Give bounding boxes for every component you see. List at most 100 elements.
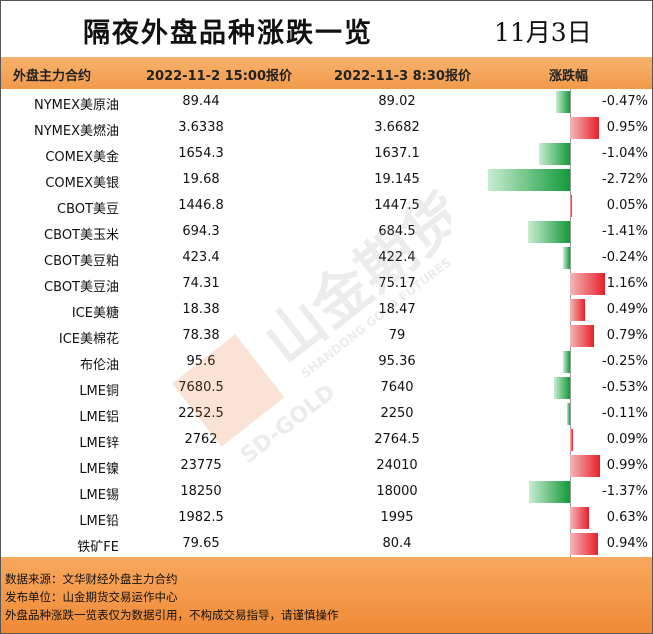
curr-price: 80.4 bbox=[382, 536, 412, 551]
footer-disclaimer: 外盘品种涨跌一览表仅为数据引用，不构成交易指导，请谨慎操作 bbox=[5, 608, 339, 622]
footer-source: 数据来源：文华财经外盘主力合约 bbox=[5, 572, 178, 586]
table-row: LME锌 2762 2764.5 0.09% bbox=[1, 427, 652, 453]
table-row: LME铝 2252.5 2250 -0.11% bbox=[1, 401, 652, 427]
contract-name: CBOT美豆粕 bbox=[44, 254, 119, 269]
change-percent: -1.04% bbox=[602, 146, 648, 161]
prev-price: 2762 bbox=[184, 432, 218, 447]
curr-price: 24010 bbox=[376, 458, 418, 473]
table-row: ICE美糖 18.38 18.47 0.49% bbox=[1, 297, 652, 323]
contract-name: LME铝 bbox=[79, 410, 119, 425]
table-row: COMEX美银 19.68 19.145 -2.72% bbox=[1, 167, 652, 193]
change-bar-down bbox=[527, 221, 570, 243]
contract-name: CBOT美豆油 bbox=[44, 280, 119, 295]
column-header-prev-price: 2022-11-2 15:00报价 bbox=[146, 69, 293, 84]
page-title: 隔夜外盘品种涨跌一览 bbox=[83, 18, 373, 49]
table-row: CBOT美豆 1446.8 1447.5 0.05% bbox=[1, 193, 652, 219]
curr-price: 19.145 bbox=[374, 172, 420, 187]
change-percent: -1.37% bbox=[602, 484, 648, 499]
curr-price: 95.36 bbox=[378, 354, 416, 369]
table-row: 铁矿FE 79.65 80.4 0.94% bbox=[1, 531, 652, 557]
curr-price: 89.02 bbox=[378, 94, 416, 109]
contract-name: NYMEX美原油 bbox=[33, 98, 119, 113]
prev-price: 89.44 bbox=[182, 94, 220, 109]
contract-name: LME锡 bbox=[79, 488, 119, 503]
change-bar-up bbox=[570, 455, 600, 477]
change-bar-down bbox=[538, 143, 570, 165]
curr-price: 75.17 bbox=[378, 276, 416, 291]
prev-price: 78.38 bbox=[182, 328, 220, 343]
contract-name: LME铜 bbox=[79, 384, 119, 399]
prev-price: 19.68 bbox=[182, 172, 220, 187]
change-percent: -0.11% bbox=[602, 406, 648, 421]
curr-price: 3.6682 bbox=[374, 120, 420, 135]
curr-price: 18.47 bbox=[378, 302, 416, 317]
table-row: LME锡 18250 18000 -1.37% bbox=[1, 479, 652, 505]
prev-price: 74.31 bbox=[182, 276, 220, 291]
footer: 数据来源：文华财经外盘主力合约 发布单位：山金期货交易运作中心 外盘品种涨跌一览… bbox=[1, 557, 652, 633]
contract-name: LME镍 bbox=[79, 462, 119, 477]
prev-price: 1982.5 bbox=[178, 510, 224, 525]
change-percent: -0.53% bbox=[602, 380, 648, 395]
column-header-contract: 外盘主力合约 bbox=[13, 69, 92, 84]
contract-name: COMEX美银 bbox=[45, 176, 119, 191]
change-bar-down bbox=[566, 403, 570, 425]
footer-publisher: 发布单位：山金期货交易运作中心 bbox=[5, 590, 178, 604]
change-percent: 0.99% bbox=[606, 458, 648, 473]
table-row: CBOT美玉米 694.3 684.5 -1.41% bbox=[1, 219, 652, 245]
change-percent: 0.63% bbox=[606, 510, 648, 525]
contract-name: CBOT美豆 bbox=[57, 202, 119, 217]
change-percent: -0.24% bbox=[602, 250, 648, 265]
curr-price: 7640 bbox=[380, 380, 414, 395]
curr-price: 2764.5 bbox=[374, 432, 420, 447]
prev-price: 1446.8 bbox=[178, 198, 224, 213]
change-axis-line bbox=[570, 89, 571, 557]
table-body: NYMEX美原油 89.44 89.02 -0.47% NYMEX美燃油 3.6338 3.… bbox=[1, 89, 652, 557]
prev-price: 18250 bbox=[180, 484, 222, 499]
change-percent: 0.94% bbox=[606, 536, 648, 551]
prev-price: 2252.5 bbox=[178, 406, 224, 421]
change-bar-down bbox=[555, 91, 570, 113]
contract-name: LME铅 bbox=[79, 514, 119, 529]
change-bar-down bbox=[488, 169, 570, 191]
change-bar-down bbox=[554, 377, 570, 399]
prev-price: 79.65 bbox=[182, 536, 220, 551]
contract-name: NYMEX美燃油 bbox=[33, 124, 119, 139]
table-row: 布伦油 95.6 95.36 -0.25% bbox=[1, 349, 652, 375]
table-row: NYMEX美燃油 3.6338 3.6682 0.95% bbox=[1, 115, 652, 141]
change-bar-down bbox=[562, 351, 570, 373]
curr-price: 79 bbox=[388, 328, 406, 343]
change-bar-up bbox=[570, 325, 594, 347]
change-percent: 1.16% bbox=[606, 276, 648, 291]
change-percent: -0.25% bbox=[602, 354, 648, 369]
table-row: COMEX美金 1654.3 1637.1 -1.04% bbox=[1, 141, 652, 167]
contract-name: ICE美糖 bbox=[71, 306, 119, 321]
change-bar-up bbox=[570, 273, 605, 295]
contract-name: 铁矿FE bbox=[77, 540, 119, 555]
curr-price: 1447.5 bbox=[374, 198, 420, 213]
table-row: CBOT美豆油 74.31 75.17 1.16% bbox=[1, 271, 652, 297]
table-header: 外盘主力合约 2022-11-2 15:00报价 2022-11-3 8:30报… bbox=[1, 57, 652, 89]
change-bar-up bbox=[570, 533, 599, 555]
column-header-change: 涨跌幅 bbox=[549, 69, 589, 84]
prev-price: 3.6338 bbox=[178, 120, 224, 135]
curr-price: 18000 bbox=[376, 484, 418, 499]
prev-price: 423.4 bbox=[182, 250, 220, 265]
table-row: LME铅 1982.5 1995 0.63% bbox=[1, 505, 652, 531]
change-percent: 0.49% bbox=[606, 302, 648, 317]
curr-price: 1995 bbox=[380, 510, 414, 525]
change-percent: 0.95% bbox=[606, 120, 648, 135]
change-percent: 0.79% bbox=[606, 328, 648, 343]
prev-price: 1654.3 bbox=[178, 146, 224, 161]
change-percent: -2.72% bbox=[602, 172, 648, 187]
change-bar-up bbox=[570, 507, 589, 529]
table-row: CBOT美豆粕 423.4 422.4 -0.24% bbox=[1, 245, 652, 271]
prev-price: 18.38 bbox=[182, 302, 220, 317]
table-row: LME镍 23775 24010 0.99% bbox=[1, 453, 652, 479]
contract-name: CBOT美玉米 bbox=[44, 228, 119, 243]
prev-price: 7680.5 bbox=[178, 380, 224, 395]
curr-price: 684.5 bbox=[378, 224, 416, 239]
prev-price: 95.6 bbox=[186, 354, 216, 369]
change-bar-up bbox=[570, 117, 599, 139]
change-percent: -1.41% bbox=[602, 224, 648, 239]
